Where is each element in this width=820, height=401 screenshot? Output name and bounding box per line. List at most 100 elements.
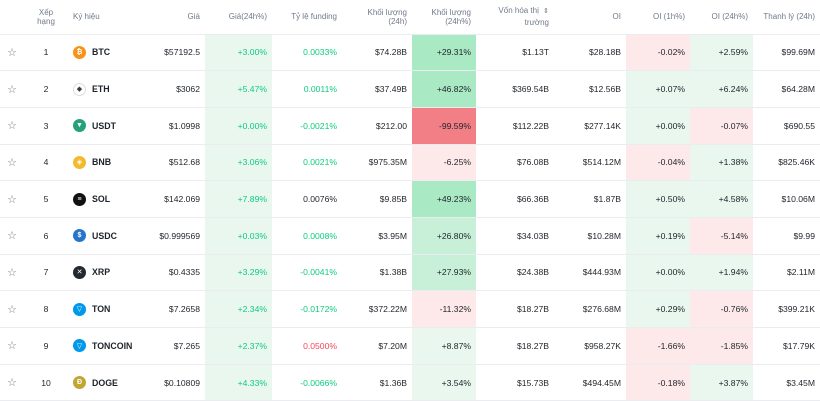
header-liquidation[interactable]: Thanh lý (24h) (753, 0, 820, 35)
price-change-cell: +0.00% (205, 107, 272, 145)
rank-cell: 3 (24, 107, 68, 145)
open-interest-cell: $28.18B (554, 34, 626, 72)
market-cap-cell: $66.36B (476, 180, 554, 218)
volume-cell: $372.22M (342, 290, 412, 328)
oi-1h-cell: -0.02% (626, 34, 690, 72)
market-cap-cell: $1.13T (476, 34, 554, 72)
header-price-change[interactable]: Giá(24h%) (205, 0, 272, 35)
coin-label[interactable]: ✕ XRP (73, 265, 140, 279)
coin-label[interactable]: ▼ USDT (73, 119, 140, 133)
header-market-cap[interactable]: Vốn hóa thị ⇕ trường (476, 0, 554, 35)
sort-arrows-icon[interactable]: ⇕ (543, 8, 549, 16)
oi-24h-cell: +6.24% (690, 70, 753, 108)
symbol-cell[interactable]: ✕ XRP (68, 254, 145, 292)
coin-label[interactable]: ◈ BNB (73, 155, 140, 169)
symbol-name: DOGE (92, 377, 118, 388)
open-interest-cell: $494.45M (554, 364, 626, 401)
coin-label[interactable]: ▽ TON (73, 302, 140, 316)
symbol-cell[interactable]: ▼ USDT (68, 107, 145, 145)
oi-24h-cell: -0.07% (690, 107, 753, 145)
coin-label[interactable]: $ USDC (73, 229, 140, 243)
star-outline-icon[interactable]: ☆ (0, 327, 24, 365)
header-oi-1h[interactable]: OI (1h%) (626, 0, 690, 35)
coin-label[interactable]: ₿ BTC (73, 45, 140, 59)
oi-24h-cell: -1.85% (690, 327, 753, 365)
liquidation-cell: $9.99 (753, 217, 820, 255)
volume-cell: $74.28B (342, 34, 412, 72)
liquidation-cell: $3.45M (753, 364, 820, 401)
table-row[interactable]: ☆ 2 ◆ ETH $3062 +5.47% 0.0011% $37.49B +46.82% $3… (0, 70, 820, 108)
header-funding-rate[interactable]: Tỷ lệ funding (272, 0, 342, 35)
table-row[interactable]: ☆ 3 ▼ USDT $1.0998 +0.00% -0.0021% $212.00 -99.5… (0, 107, 820, 145)
star-outline-icon[interactable]: ☆ (0, 290, 24, 328)
price-change-cell: +7.89% (205, 180, 272, 218)
star-outline-icon[interactable]: ☆ (0, 70, 24, 108)
coin-label[interactable]: ≡ SOL (73, 192, 140, 206)
volume-change-cell: +49.23% (412, 180, 476, 218)
header-rank[interactable]: Xếp hạng (24, 0, 68, 35)
volume-change-cell: -11.32% (412, 290, 476, 328)
price-change-cell: +0.03% (205, 217, 272, 255)
volume-change-cell: +3.54% (412, 364, 476, 401)
table-row[interactable]: ☆ 8 ▽ TON $7.2658 +2.34% -0.0172% $372.22M -11.3… (0, 290, 820, 328)
market-cap-cell: $18.27B (476, 327, 554, 365)
star-outline-icon[interactable]: ☆ (0, 254, 24, 292)
header-volume-change[interactable]: Khối lượng (24h%) (412, 0, 476, 35)
table-row[interactable]: ☆ 9 ▽ TONCOIN $7.265 +2.37% 0.0500% $7.20M +8.87… (0, 327, 820, 365)
header-oi-24h[interactable]: OI (24h%) (690, 0, 753, 35)
price-cell: $7.2658 (145, 290, 205, 328)
volume-change-cell: -6.25% (412, 144, 476, 182)
header-oi[interactable]: OI (554, 0, 626, 35)
coin-label[interactable]: ▽ TONCOIN (73, 339, 140, 353)
table-row[interactable]: ☆ 7 ✕ XRP $0.4335 +3.29% -0.0041% $1.38B +27.93%… (0, 254, 820, 292)
star-outline-icon[interactable]: ☆ (0, 34, 24, 72)
symbol-name: USDC (92, 230, 117, 241)
symbol-cell[interactable]: ▽ TONCOIN (68, 327, 145, 365)
symbol-name: ETH (92, 84, 110, 95)
oi-24h-cell: +2.59% (690, 34, 753, 72)
symbol-cell[interactable]: Ð DOGE (68, 364, 145, 401)
funding-rate-cell: -0.0172% (272, 290, 342, 328)
table-row[interactable]: ☆ 1 ₿ BTC $57192.5 +3.00% 0.0033% $74.28B +29.31… (0, 34, 820, 72)
star-outline-icon[interactable]: ☆ (0, 217, 24, 255)
liquidation-cell: $690.55 (753, 107, 820, 145)
price-cell: $512.68 (145, 144, 205, 182)
symbol-cell[interactable]: ▽ TON (68, 290, 145, 328)
market-cap-cell: $24.38B (476, 254, 554, 292)
symbol-cell[interactable]: ◈ BNB (68, 144, 145, 182)
oi-1h-cell: +0.00% (626, 107, 690, 145)
star-outline-icon[interactable]: ☆ (0, 364, 24, 401)
header-symbol[interactable]: Ký hiệu (68, 0, 145, 35)
open-interest-cell: $1.87B (554, 180, 626, 218)
rank-cell: 10 (24, 364, 68, 401)
table-row[interactable]: ☆ 10 Ð DOGE $0.10809 +4.33% -0.0066% $1.36B +3.5… (0, 364, 820, 401)
star-outline-icon[interactable]: ☆ (0, 144, 24, 182)
table-row[interactable]: ☆ 4 ◈ BNB $512.68 +3.06% 0.0021% $975.35M -6.25%… (0, 144, 820, 182)
header-volume[interactable]: Khối lượng (24h) (342, 0, 412, 35)
price-change-cell: +5.47% (205, 70, 272, 108)
doge-logo-icon: Ð (73, 376, 86, 390)
table-row[interactable]: ☆ 5 ≡ SOL $142.069 +7.89% 0.0076% $9.85B +49.23%… (0, 180, 820, 218)
star-outline-icon[interactable]: ☆ (0, 180, 24, 218)
funding-rate-cell: 0.0011% (272, 70, 342, 108)
usdc-logo-icon: $ (73, 229, 86, 243)
coin-label[interactable]: Ð DOGE (73, 376, 140, 390)
header-price[interactable]: Giá (145, 0, 205, 35)
price-change-cell: +2.37% (205, 327, 272, 365)
price-cell: $0.4335 (145, 254, 205, 292)
toncoin-logo-icon: ▽ (73, 339, 86, 353)
xrp-logo-icon: ✕ (73, 265, 86, 279)
ton-logo-icon: ▽ (73, 302, 86, 316)
open-interest-cell: $444.93M (554, 254, 626, 292)
coin-label[interactable]: ◆ ETH (73, 82, 140, 96)
symbol-cell[interactable]: $ USDC (68, 217, 145, 255)
star-outline-icon[interactable]: ☆ (0, 107, 24, 145)
oi-1h-cell: -0.04% (626, 144, 690, 182)
symbol-cell[interactable]: ◆ ETH (68, 70, 145, 108)
symbol-cell[interactable]: ≡ SOL (68, 180, 145, 218)
price-change-cell: +3.00% (205, 34, 272, 72)
symbol-cell[interactable]: ₿ BTC (68, 34, 145, 72)
table-row[interactable]: ☆ 6 $ USDC $0.999569 +0.03% 0.0008% $3.95M +26.8… (0, 217, 820, 255)
eth-logo-icon: ◆ (73, 82, 86, 96)
